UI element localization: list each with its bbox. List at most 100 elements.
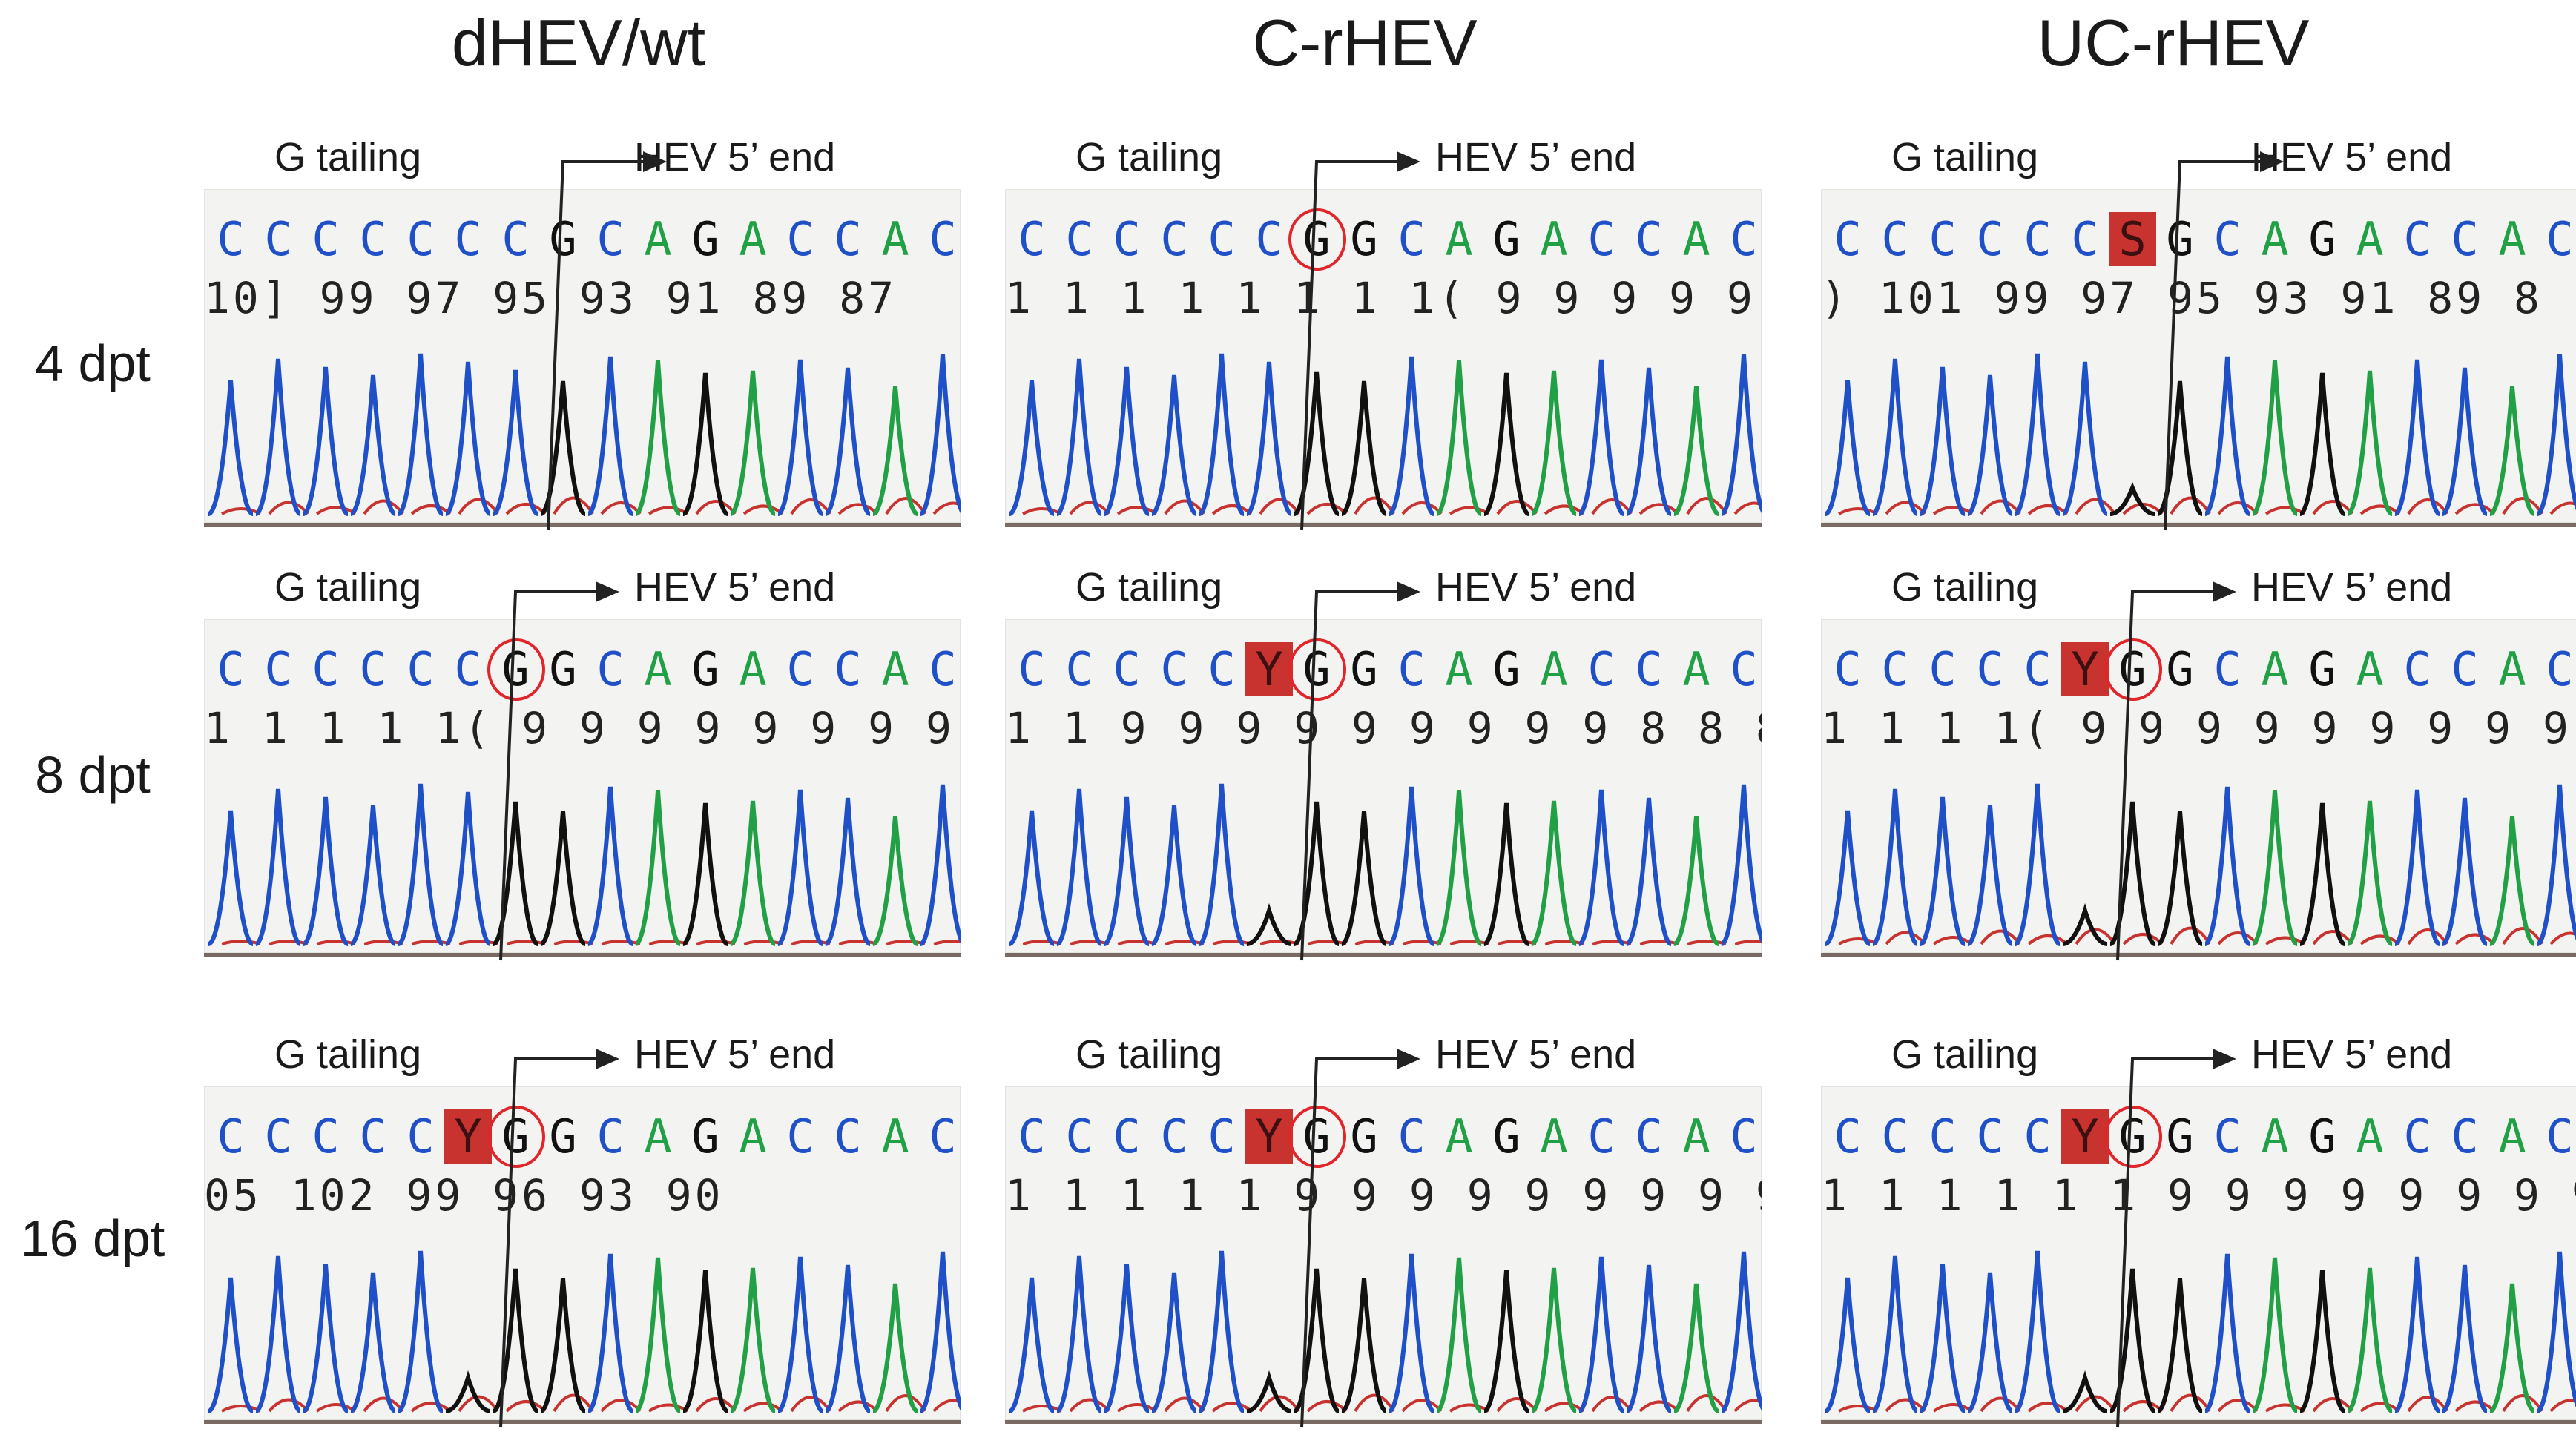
column-title-c-rhev: C-rHEV xyxy=(1252,6,1478,79)
base-call: C xyxy=(2546,1109,2574,1164)
red-circle-marker xyxy=(487,638,545,701)
trace-C-channel xyxy=(1824,353,2576,516)
base-call: G xyxy=(2308,641,2336,696)
trace-G-channel xyxy=(2062,1268,2346,1413)
trace-G-channel xyxy=(2062,801,2346,946)
base-call: G xyxy=(2308,211,2336,266)
base-call: C xyxy=(834,1109,862,1164)
trace-A-channel xyxy=(634,1257,919,1413)
g-tailing-label: G tailing xyxy=(1075,1032,1223,1077)
hev-5-end-label: HEV 5’ end xyxy=(1435,565,1637,610)
base-call: C xyxy=(1065,641,1093,696)
g-tailing-label: G tailing xyxy=(1891,565,2039,610)
base-call: C xyxy=(1160,1109,1188,1164)
base-call: C xyxy=(786,1109,814,1164)
base-call: C xyxy=(596,641,625,696)
base-call: C xyxy=(312,641,340,696)
base-call: G xyxy=(1350,641,1378,696)
base-call: A xyxy=(1445,211,1473,266)
base-call: C xyxy=(264,641,292,696)
base-call: A xyxy=(2356,641,2384,696)
base-call: C xyxy=(1834,211,1862,266)
base-call: Y xyxy=(2061,1109,2109,1164)
red-circle-marker xyxy=(1288,208,1346,271)
red-circle-marker xyxy=(487,1106,545,1168)
hev-5-end-label: HEV 5’ end xyxy=(1435,135,1637,179)
hev-5-end-label: HEV 5’ end xyxy=(634,1032,836,1077)
base-call: G xyxy=(691,641,719,696)
base-call: A xyxy=(1540,641,1568,696)
base-call: C xyxy=(2546,211,2574,266)
base-call: A xyxy=(644,211,672,266)
base-position-numbers: 10] 99 97 95 93 91 89 87 xyxy=(204,273,897,323)
base-call: C xyxy=(1730,641,1758,696)
base-call: A xyxy=(1540,211,1568,266)
trace-G-channel xyxy=(2109,372,2346,516)
red-circle-marker xyxy=(1288,638,1346,701)
hev-5-end-label: HEV 5’ end xyxy=(2251,565,2453,610)
hev-5-end-label: HEV 5’ end xyxy=(2251,1032,2453,1077)
g-tailing-label: G tailing xyxy=(274,565,422,610)
base-call: C xyxy=(2403,641,2431,696)
chromatogram-panel-dhev-8: G tailing HEV 5’ end C C C C C C G G C A G A C C A C 1 1 1… xyxy=(204,564,961,961)
g-tailing-label: G tailing xyxy=(274,1032,422,1077)
chromatogram-trace xyxy=(207,353,961,516)
base-position-numbers: 1 1 1 1 1( 9 9 9 9 9 9 9 9 9 8 xyxy=(204,703,961,753)
base-position-numbers: 1 1 9 9 9 9 9 9 9 9 9 8 8 8 8 xyxy=(1005,703,1762,753)
base-call: A xyxy=(1682,641,1710,696)
hev-5-end-label: HEV 5’ end xyxy=(634,565,836,610)
trace-C-channel xyxy=(207,783,961,946)
red-circle-marker xyxy=(2104,638,2162,701)
base-call: A xyxy=(644,641,672,696)
base-call: G xyxy=(2166,211,2194,266)
base-call: Y xyxy=(444,1109,492,1164)
base-call: A xyxy=(2261,211,2289,266)
base-call: A xyxy=(1445,641,1473,696)
base-call: A xyxy=(881,211,909,266)
chromatogram-panel-crhev-16: G tailing HEV 5’ end C C C C C Y G G C A G A C C A C 1 1 1… xyxy=(1005,1031,1762,1428)
trace-C-channel xyxy=(207,353,961,516)
g-tailing-label: G tailing xyxy=(1075,135,1223,179)
base-call: A xyxy=(2356,1109,2384,1164)
base-position-numbers: 05 102 99 96 93 90 xyxy=(204,1170,724,1221)
base-call: C xyxy=(501,211,530,266)
base-call: C xyxy=(1208,1109,1236,1164)
chromatogram-trace xyxy=(1824,1250,2576,1413)
chromatogram-trace xyxy=(207,783,961,946)
base-call: C xyxy=(596,1109,625,1164)
base-call: C xyxy=(406,1109,435,1164)
base-call: C xyxy=(1160,211,1188,266)
base-call: C xyxy=(1834,1109,1862,1164)
base-call: C xyxy=(929,211,957,266)
trace-C-channel xyxy=(1008,1250,1762,1413)
base-call: C xyxy=(1635,641,1663,696)
base-call: C xyxy=(2546,641,2574,696)
base-call: A xyxy=(2498,641,2526,696)
base-call: G xyxy=(549,1109,577,1164)
base-call: C xyxy=(2451,1109,2479,1164)
base-call: A xyxy=(739,211,767,266)
base-call: G xyxy=(2166,641,2194,696)
chromatogram-trace xyxy=(1824,353,2576,516)
base-call: C xyxy=(2451,211,2479,266)
base-call: Y xyxy=(1245,641,1293,696)
base-call: A xyxy=(1682,1109,1710,1164)
trace-A-channel xyxy=(2251,790,2536,946)
base-call: C xyxy=(1730,211,1758,266)
chromatogram-panel-ucrhev-8: G tailing HEV 5’ end C C C C C Y G G C A G A C C A C 1 1 1… xyxy=(1821,564,2576,961)
base-call: C xyxy=(1113,211,1141,266)
base-call: C xyxy=(1208,641,1236,696)
base-call: C xyxy=(1976,211,2004,266)
chromatogram-panel-dhev-16: G tailing HEV 5’ end C C C C C Y G G C A G A C C A C 05 10… xyxy=(204,1031,961,1428)
base-call: G xyxy=(1492,211,1521,266)
chromatogram-box: C C C C C C S G C A G A C C A C) 101 99 97 95 93 91 89 … xyxy=(1821,189,2576,527)
base-call: C xyxy=(2213,211,2241,266)
trace-C-channel xyxy=(1824,1250,2576,1413)
